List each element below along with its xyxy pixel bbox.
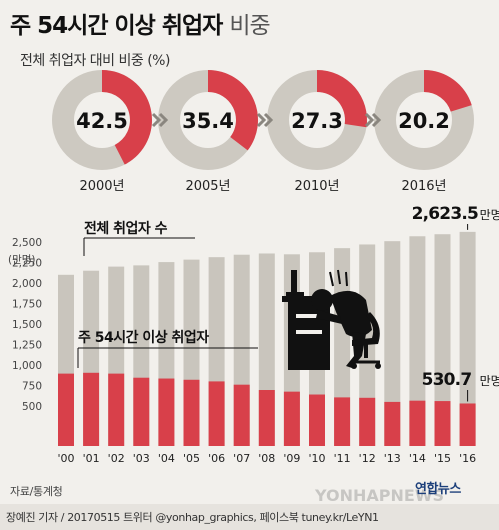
last-sub-label: 530.7 <box>422 370 472 390</box>
donut-subtitle: 전체 취업자 대비 비중 (%) <box>20 53 170 69</box>
long-hours-bar <box>58 373 74 446</box>
donut-year-label: 2005년 <box>185 179 230 194</box>
series-label-total: 전체 취업자 수 <box>84 220 168 237</box>
page-title: 주 54시간 이상 취업자 비중 <box>10 13 271 39</box>
long-hours-bar <box>108 373 125 446</box>
x-tick-label: '06 <box>208 452 225 465</box>
long-hours-bar <box>334 397 351 446</box>
donut-year-label: 2010년 <box>294 179 339 194</box>
x-tick-label: '05 <box>183 452 200 465</box>
chevron-right-icon <box>263 112 274 128</box>
x-tick-label: '14 <box>409 452 426 465</box>
x-tick-label: '08 <box>258 452 275 465</box>
chevron-right-icon <box>158 112 169 128</box>
series-label-long-hours: 주 54시간 이상 취업자 <box>78 329 209 346</box>
long-hours-bar <box>183 379 200 446</box>
long-hours-bar <box>434 401 451 446</box>
long-hours-bar <box>409 400 426 446</box>
chevron-right-icon <box>371 112 382 128</box>
y-axis-unit: (만명) <box>8 254 36 266</box>
donut-value-label: 35.4 <box>182 109 234 133</box>
long-hours-bar <box>208 381 225 446</box>
overworked-worker-at-desk-icon <box>282 269 381 370</box>
y-tick-label: 1,500 <box>12 319 42 331</box>
total-employed-bar <box>459 231 476 446</box>
x-tick-label: '10 <box>308 452 325 465</box>
long-hours-bar <box>309 394 325 446</box>
last-total-unit: 만명 <box>480 208 499 222</box>
total-employed-bar <box>434 234 451 446</box>
donut-year-label: 2000년 <box>79 179 124 194</box>
x-tick-label: '13 <box>384 452 401 465</box>
x-tick-label: '12 <box>359 452 376 465</box>
y-tick-label: 1,000 <box>12 360 42 372</box>
x-tick-label: '16 <box>459 452 476 465</box>
y-tick-label: 500 <box>22 401 42 413</box>
y-tick-label: 1,250 <box>12 340 42 352</box>
x-tick-label: '00 <box>57 452 74 465</box>
donut-slice <box>208 70 258 151</box>
watermark: YONHAPNEWS <box>315 486 444 505</box>
x-tick-label: '15 <box>434 452 451 465</box>
donut-value-label: 20.2 <box>398 109 450 133</box>
total-employed-bar <box>409 236 426 446</box>
x-tick-label: '09 <box>283 452 300 465</box>
y-tick-label: 2,500 <box>12 237 42 249</box>
x-tick-label: '11 <box>334 452 351 465</box>
y-tick-label: 750 <box>22 381 42 393</box>
x-tick-label: '07 <box>233 452 250 465</box>
donut-year-label: 2016년 <box>401 179 446 194</box>
last-sub-unit: 만명 <box>480 374 499 388</box>
credit-line: 장예진 기자 / 20170515 트위터 @yonhap_graphics, … <box>6 511 379 524</box>
agency-logo: 연합뉴스 <box>415 482 461 497</box>
footer-bar <box>0 504 499 530</box>
long-hours-bar <box>83 372 100 446</box>
donut-value-label: 42.5 <box>76 109 128 133</box>
long-hours-bar <box>233 384 250 446</box>
y-tick-label: 2,250 <box>12 258 42 270</box>
long-hours-bar <box>384 401 401 446</box>
long-hours-bar <box>133 377 150 446</box>
last-total-label: 2,623.5 <box>412 204 478 224</box>
long-hours-bar <box>158 378 175 446</box>
chevron-right-icon <box>256 112 267 128</box>
long-hours-bar <box>459 403 476 446</box>
donut-slice <box>424 70 472 112</box>
y-tick-label: 1,750 <box>12 299 42 311</box>
chevron-right-icon <box>364 112 375 128</box>
long-hours-bar <box>359 397 376 446</box>
total-employed-bar <box>384 241 401 446</box>
donut-slice <box>317 70 367 128</box>
x-tick-label: '04 <box>158 452 175 465</box>
x-tick-label: '01 <box>83 452 100 465</box>
chevron-right-icon <box>151 112 162 128</box>
donut-slice <box>102 70 152 165</box>
donut-value-label: 27.3 <box>291 109 343 133</box>
long-hours-bar <box>258 390 275 446</box>
long-hours-bar <box>283 391 300 446</box>
x-tick-label: '02 <box>108 452 125 465</box>
y-tick-label: 2,000 <box>12 278 42 290</box>
source-note: 자료/통계청 <box>10 485 63 498</box>
x-tick-label: '03 <box>133 452 150 465</box>
